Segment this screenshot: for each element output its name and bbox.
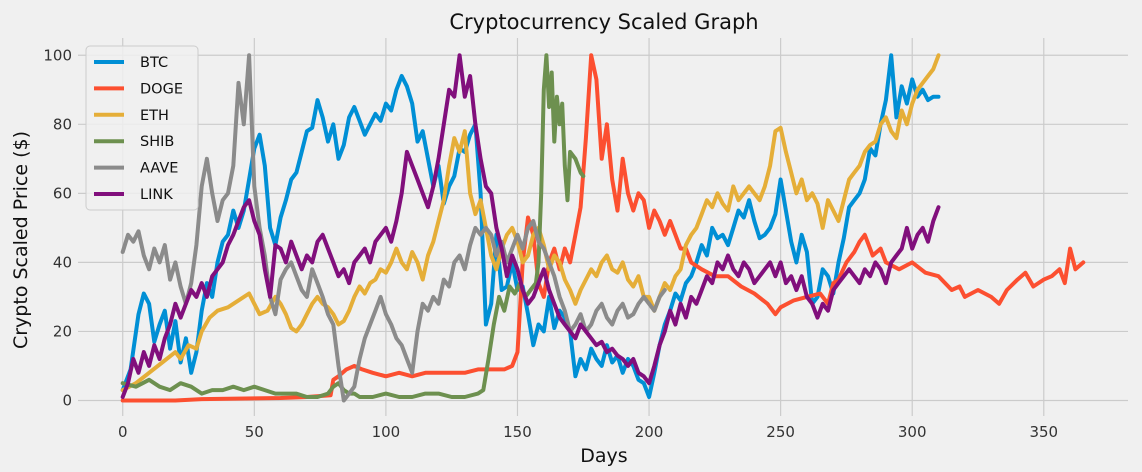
legend: BTC DOGE ETH SHIB AAVE LINK: [85, 45, 199, 211]
series-line-shib: [120, 53, 586, 399]
x-tick-label: 250: [766, 423, 795, 441]
y-axis-label: Crypto Scaled Price ($): [10, 131, 32, 349]
legend-entry: AAVE: [140, 161, 178, 177]
y-tick-label: 80: [53, 115, 72, 133]
x-tick-label: 0: [118, 423, 128, 441]
series-line-btc: [120, 53, 941, 399]
y-tick-label: 0: [62, 391, 72, 409]
series-line-aave: [120, 53, 667, 403]
y-tick-label: 20: [53, 322, 72, 340]
y-tick-label: 60: [53, 184, 72, 202]
legend-entry: LINK: [140, 187, 173, 203]
tick-labels: 0 50 100 150 200 250 300 350 0 20 40 60 80 100: [43, 46, 1058, 441]
y-tick-label: 100: [43, 46, 72, 64]
chart-title: Cryptocurrency Scaled Graph: [449, 10, 758, 34]
x-axis-label: Days: [580, 445, 627, 467]
x-tick-label: 50: [245, 423, 264, 441]
legend-entry: SHIB: [140, 134, 174, 150]
legend-entry: BTC: [140, 55, 168, 71]
x-tick-label: 100: [372, 423, 401, 441]
series-lines: [120, 53, 1086, 403]
series-line-link: [120, 53, 941, 399]
x-tick-label: 300: [898, 423, 927, 441]
legend-entry: DOGE: [140, 81, 183, 97]
x-tick-label: 350: [1029, 423, 1058, 441]
series-line-eth: [120, 53, 941, 393]
y-tick-label: 40: [53, 253, 72, 271]
x-tick-label: 200: [635, 423, 664, 441]
legend-entry: ETH: [140, 108, 169, 124]
series-line-doge: [120, 53, 1086, 403]
x-tick-label: 150: [503, 423, 532, 441]
